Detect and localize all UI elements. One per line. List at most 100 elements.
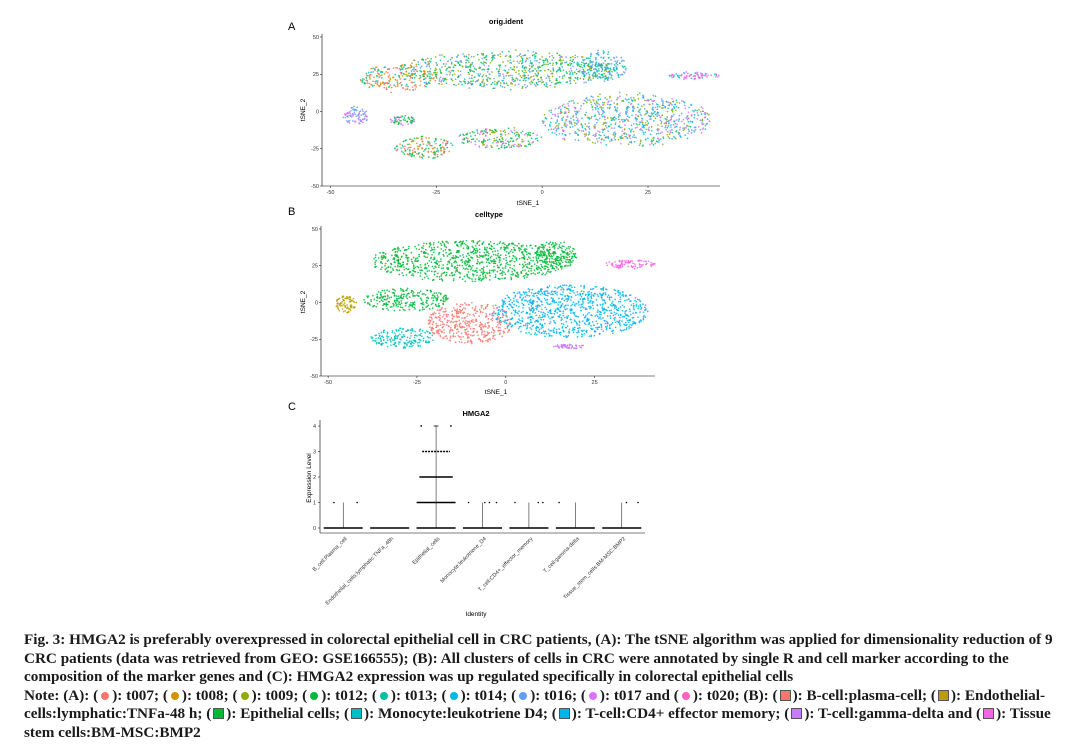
cell-point <box>525 66 527 69</box>
cell-point <box>476 249 479 252</box>
cell-point <box>482 266 485 269</box>
cell-point <box>571 286 573 289</box>
cell-point <box>519 53 522 55</box>
cell-point <box>523 74 526 76</box>
cell-point <box>694 75 697 78</box>
cell-point <box>520 270 522 273</box>
cell-point <box>436 298 439 301</box>
cell-point <box>556 263 558 266</box>
cell-point <box>558 54 561 57</box>
cell-point <box>479 321 482 324</box>
cell-point <box>672 124 675 126</box>
cell-point <box>475 68 478 71</box>
cell-point <box>510 130 512 132</box>
cell-point <box>706 76 708 78</box>
cell-point <box>445 69 448 71</box>
cell-point <box>636 124 639 126</box>
cell-point <box>538 246 541 248</box>
cell-point <box>475 320 478 323</box>
cell-point <box>490 331 493 334</box>
cell-point <box>575 116 578 119</box>
cell-point <box>656 108 659 111</box>
cell-point <box>393 309 396 312</box>
cell-point <box>459 322 462 325</box>
cell-point <box>425 137 428 139</box>
cell-point <box>378 300 381 303</box>
cell-point <box>561 133 564 135</box>
cell-point <box>509 66 512 69</box>
cell-point <box>496 144 499 147</box>
cell-point <box>534 59 536 62</box>
cell-point <box>381 81 384 83</box>
cell-point <box>635 118 638 121</box>
cell-point <box>625 93 628 96</box>
cell-point <box>529 143 532 146</box>
cell-point <box>603 101 606 104</box>
cell-point <box>666 130 669 133</box>
cell-point <box>457 251 459 254</box>
cell-point <box>380 256 383 259</box>
cell-point <box>532 272 535 275</box>
cell-point <box>510 146 513 149</box>
cell-point <box>454 320 456 323</box>
cell-point <box>435 68 438 71</box>
cell-point <box>514 275 517 277</box>
cell-point <box>360 114 363 117</box>
cell-point <box>653 136 655 139</box>
cell-point <box>374 256 377 259</box>
cell-point <box>488 65 490 67</box>
cell-point <box>418 248 421 251</box>
cell-point <box>529 257 531 260</box>
cell-point <box>521 62 523 65</box>
cell-point <box>538 331 541 334</box>
cell-point <box>466 263 469 265</box>
cell-point <box>392 258 395 260</box>
cell-point <box>422 337 425 340</box>
cell-point <box>574 252 577 255</box>
cell-point <box>671 97 673 100</box>
cell-point <box>400 256 403 258</box>
y-tick-label: 0 <box>316 109 319 115</box>
cell-point <box>536 294 538 297</box>
cell-point <box>525 251 528 253</box>
cell-point <box>535 81 538 84</box>
cell-point <box>606 64 609 66</box>
cell-point <box>534 331 537 334</box>
cell-point <box>434 137 437 140</box>
cell-point <box>666 133 669 136</box>
cell-point <box>398 269 401 271</box>
cell-point <box>628 116 631 119</box>
cell-point <box>418 338 421 341</box>
cell-point <box>478 248 481 251</box>
cell-point <box>412 151 414 154</box>
cell-point <box>415 247 418 250</box>
cell-point <box>428 141 431 143</box>
cell-point <box>499 82 502 84</box>
cell-point <box>370 83 372 86</box>
cell-point <box>445 298 448 301</box>
cell-point <box>413 76 416 79</box>
cell-point <box>544 290 546 293</box>
cell-point <box>598 134 601 136</box>
cell-point <box>543 113 546 116</box>
cell-point <box>484 276 487 278</box>
cell-point <box>654 106 657 109</box>
cell-point <box>528 262 531 264</box>
cell-point <box>408 149 411 151</box>
cell-point <box>689 75 691 77</box>
cell-point <box>566 297 569 300</box>
cell-point <box>490 59 493 62</box>
cell-point <box>604 124 607 127</box>
cell-point <box>449 329 452 332</box>
cell-point <box>702 110 704 113</box>
cell-point <box>667 122 670 125</box>
cell-point <box>467 247 470 249</box>
cell-point <box>576 119 578 122</box>
cell-point <box>458 340 461 343</box>
cell-point <box>414 330 416 333</box>
cell-point <box>467 252 469 255</box>
cell-point <box>496 250 499 252</box>
cell-point <box>517 69 520 72</box>
cell-point <box>629 310 631 313</box>
cell-point <box>454 335 457 338</box>
